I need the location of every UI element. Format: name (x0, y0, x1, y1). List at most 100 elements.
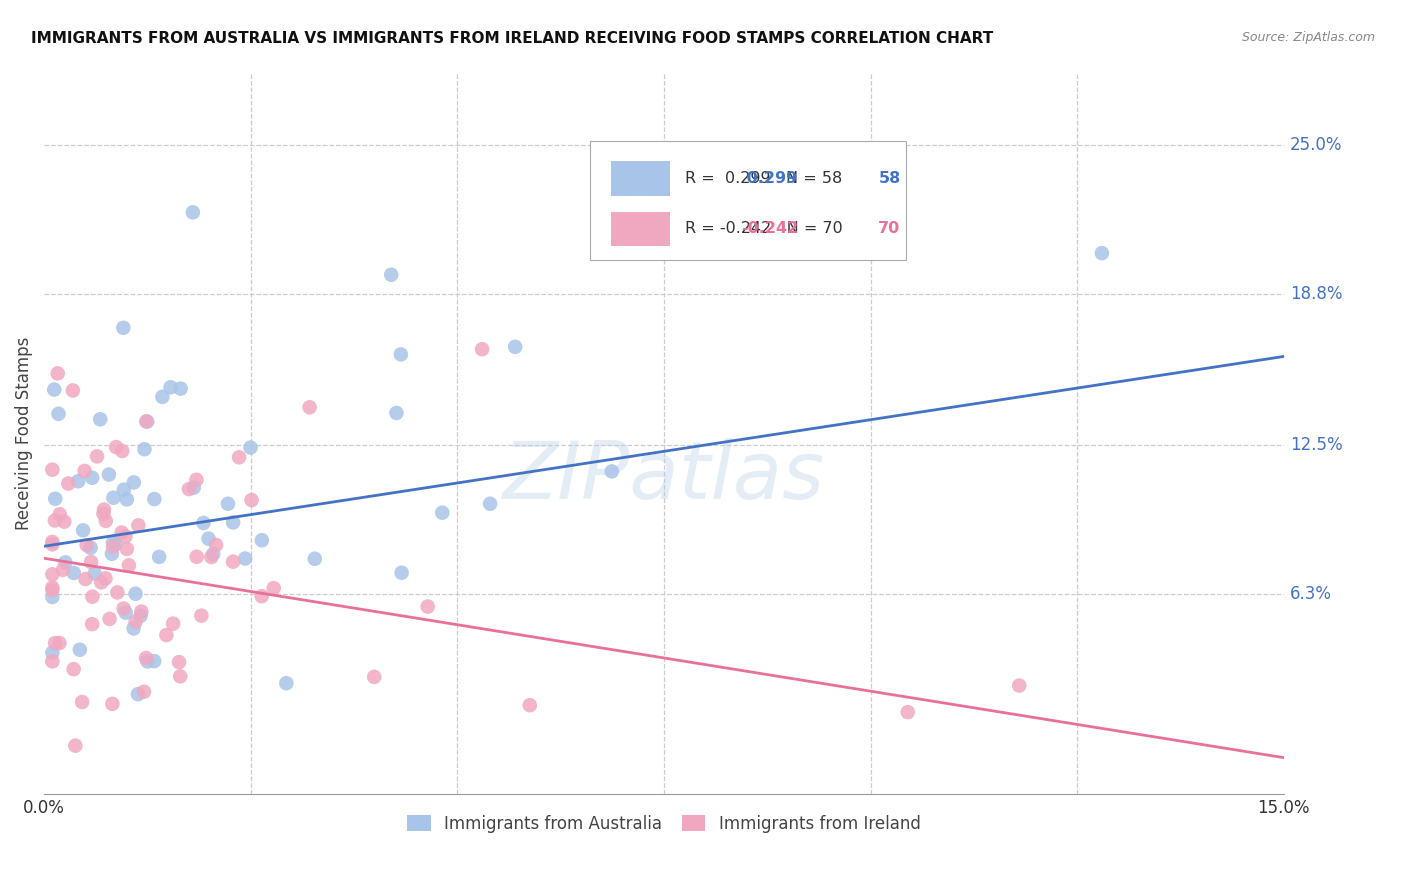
Text: 25.0%: 25.0% (1289, 136, 1343, 154)
Point (48, 407, 70, 421)
Point (136, 415, 159, 429)
Point (479, 497, 502, 511)
Point (86, 450, 108, 464)
Point (79, 541, 101, 555)
Point (169, 669, 191, 683)
Text: 58: 58 (879, 171, 901, 186)
Point (250, 533, 273, 548)
Point (124, 587, 146, 601)
Point (49, 508, 72, 522)
Point (169, 382, 191, 396)
Point (228, 450, 250, 465)
Point (65, 739, 87, 753)
Point (122, 621, 145, 635)
Point (46, 367, 69, 381)
Point (58, 476, 80, 491)
Point (239, 441, 262, 455)
Point (129, 608, 152, 623)
FancyBboxPatch shape (589, 142, 905, 260)
Point (127, 518, 149, 533)
Point (416, 599, 439, 614)
Point (389, 347, 412, 361)
Point (167, 655, 190, 669)
Point (132, 685, 155, 699)
Point (67, 475, 90, 489)
Y-axis label: Receiving Food Stamps: Receiving Food Stamps (15, 336, 32, 530)
Point (75, 572, 97, 586)
Point (391, 566, 413, 580)
Text: -0.242: -0.242 (741, 221, 799, 236)
Point (135, 651, 157, 665)
Point (112, 601, 135, 615)
Text: 0.299: 0.299 (741, 171, 797, 186)
Text: 18.8%: 18.8% (1289, 285, 1343, 303)
Point (82, 617, 104, 632)
Point (82, 590, 104, 604)
Point (41, 654, 63, 668)
Point (136, 654, 159, 668)
Point (250, 589, 273, 603)
Point (97, 467, 120, 482)
Point (41, 537, 63, 551)
Point (205, 538, 228, 552)
Point (177, 482, 200, 496)
Point (600, 464, 623, 478)
Point (41, 567, 63, 582)
Point (115, 541, 138, 556)
Point (41, 463, 63, 477)
Point (222, 555, 245, 569)
Point (134, 442, 156, 457)
Text: Source: ZipAtlas.com: Source: ZipAtlas.com (1241, 31, 1375, 45)
Point (193, 516, 215, 530)
Point (143, 654, 166, 668)
Point (503, 340, 526, 354)
Point (48, 636, 70, 650)
Point (112, 483, 135, 497)
Point (104, 537, 127, 551)
FancyBboxPatch shape (610, 211, 671, 246)
Point (101, 535, 124, 549)
Point (93, 507, 115, 521)
Text: R =  0.299   N = 58: R = 0.299 N = 58 (685, 171, 842, 186)
Point (304, 551, 326, 566)
Point (240, 493, 263, 508)
Point (101, 547, 124, 561)
Point (44, 491, 66, 506)
Point (101, 697, 124, 711)
Text: 70: 70 (879, 221, 901, 236)
Point (111, 444, 134, 458)
Point (53, 555, 76, 569)
Point (44, 383, 66, 397)
Point (190, 608, 212, 623)
Point (114, 529, 136, 543)
Point (162, 616, 184, 631)
Point (127, 687, 149, 701)
Point (82, 471, 104, 485)
Point (89, 412, 111, 426)
Point (105, 585, 128, 599)
Point (186, 549, 208, 564)
Text: ZIPatlas: ZIPatlas (503, 438, 825, 516)
Legend: Immigrants from Australia, Immigrants from Ireland: Immigrants from Australia, Immigrants fr… (401, 808, 927, 839)
Point (200, 549, 222, 564)
Point (276, 676, 298, 690)
Point (101, 540, 124, 554)
Point (217, 497, 239, 511)
Point (114, 606, 136, 620)
FancyBboxPatch shape (610, 161, 671, 196)
Point (80, 555, 103, 569)
Point (135, 414, 157, 428)
Point (363, 670, 385, 684)
Point (263, 581, 285, 595)
Point (1008, 679, 1031, 693)
Point (41, 646, 63, 660)
Point (298, 401, 321, 415)
Point (124, 615, 146, 629)
Point (41, 583, 63, 598)
Point (41, 581, 63, 595)
Point (70, 695, 93, 709)
Point (72, 524, 94, 538)
Point (105, 440, 128, 454)
Point (129, 605, 152, 619)
Point (44, 514, 66, 528)
